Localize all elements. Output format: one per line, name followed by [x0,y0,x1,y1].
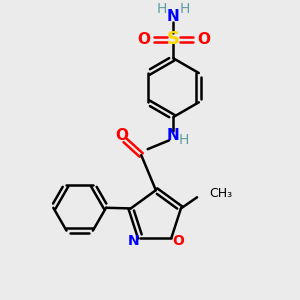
Text: N: N [167,9,180,24]
Text: N: N [167,128,180,143]
Text: O: O [172,234,184,248]
Text: S: S [167,30,180,48]
Text: H: H [157,2,167,16]
Text: O: O [116,128,129,142]
Text: H: H [179,2,190,16]
Text: O: O [197,32,210,47]
Text: CH₃: CH₃ [209,187,232,200]
Text: O: O [137,32,150,47]
Text: H: H [178,134,189,147]
Text: N: N [128,234,140,248]
